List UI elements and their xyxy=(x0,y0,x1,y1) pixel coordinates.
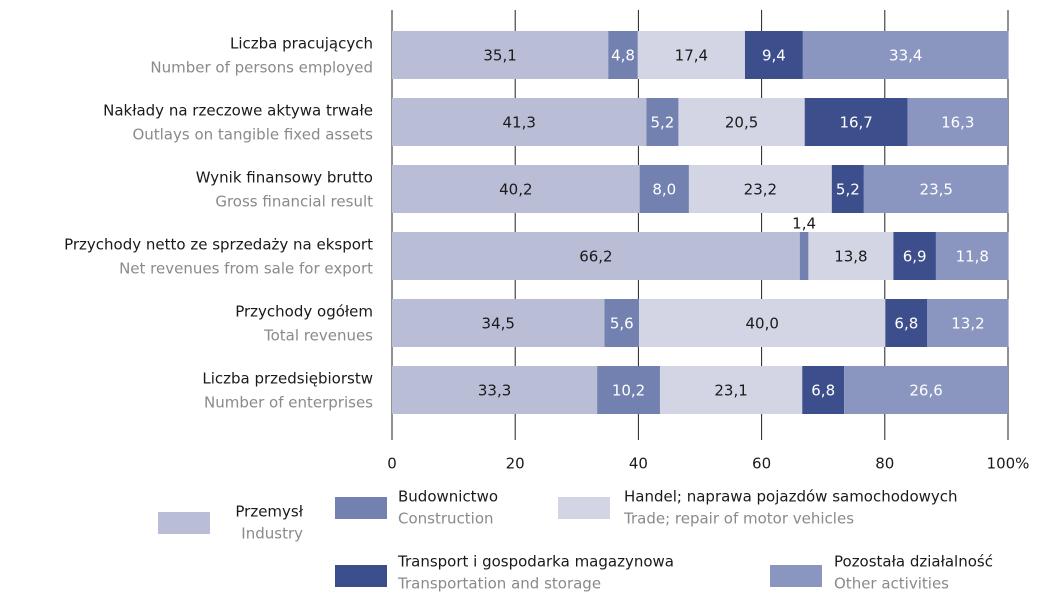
bar-segment xyxy=(744,31,803,79)
bar-segment xyxy=(907,98,1008,146)
category-label: Przychody ogółem xyxy=(235,303,373,321)
legend-swatch xyxy=(335,497,387,519)
bar-segment xyxy=(885,299,928,347)
category-label-en: Gross financial result xyxy=(215,193,373,211)
bar-segment xyxy=(802,366,845,414)
legend-label: Budownictwo xyxy=(398,488,498,506)
value-label: 17,4 xyxy=(675,47,708,65)
category-label-en: Number of enterprises xyxy=(204,394,373,412)
legend-swatch xyxy=(158,512,210,534)
bar-segment xyxy=(392,366,598,414)
x-tick-label: 0 xyxy=(387,455,397,473)
value-label: 8,0 xyxy=(652,181,676,199)
category-label-en: Net revenues from sale for export xyxy=(119,260,373,278)
category-label: Wynik finansowy brutto xyxy=(196,169,373,187)
category-label: Przychody netto ze sprzedaży na eksport xyxy=(64,236,373,254)
bar-segment xyxy=(639,165,689,213)
value-label: 20,5 xyxy=(725,114,758,132)
category-label-en: Total revenues xyxy=(263,327,373,345)
bar-segment xyxy=(831,165,864,213)
bar-segment xyxy=(608,31,638,79)
value-label: 34,5 xyxy=(482,315,515,333)
bar-segment xyxy=(844,366,1008,414)
x-tick-label: 20 xyxy=(506,455,525,473)
bar-segment xyxy=(678,98,805,146)
value-label: 23,2 xyxy=(744,181,777,199)
value-label: 23,1 xyxy=(714,382,747,400)
bar-segment xyxy=(863,165,1009,213)
legend-label: Transport i gospodarka magazynowa xyxy=(397,553,674,571)
bar-segment xyxy=(646,98,679,146)
bar-segment xyxy=(802,31,1009,79)
bar-segment xyxy=(392,232,800,280)
x-tick-label: 80 xyxy=(875,455,894,473)
value-label: 10,2 xyxy=(612,382,645,400)
value-label: 6,8 xyxy=(811,382,835,400)
value-label: 5,6 xyxy=(610,315,634,333)
category-label: Liczba przedsiębiorstw xyxy=(202,370,373,388)
value-label: 40,0 xyxy=(746,315,779,333)
value-label: 6,9 xyxy=(903,248,927,266)
x-tick-label: 40 xyxy=(629,455,648,473)
value-label: 13,2 xyxy=(951,315,984,333)
bar-segment xyxy=(935,232,1009,280)
value-label: 1,4 xyxy=(792,215,816,233)
value-label: 4,8 xyxy=(611,47,635,65)
value-label: 66,2 xyxy=(579,248,612,266)
value-label: 9,4 xyxy=(762,47,786,65)
value-label: 33,3 xyxy=(478,382,511,400)
bar-segment xyxy=(893,232,936,280)
value-label: 35,1 xyxy=(483,47,516,65)
legend-label: Pozostała działalność xyxy=(834,553,993,571)
bar-segment xyxy=(808,232,894,280)
bar-segment xyxy=(597,366,660,414)
legend-swatch xyxy=(558,497,610,519)
x-tick-label: 60 xyxy=(752,455,771,473)
bar-segment xyxy=(799,232,809,280)
legend-swatch xyxy=(770,565,822,587)
category-label: Liczba pracujących xyxy=(230,35,373,53)
legend-label-en: Construction xyxy=(398,510,494,528)
value-label: 41,3 xyxy=(503,114,536,132)
legend-label: Przemysł xyxy=(235,503,303,521)
legend-label-en: Transportation and storage xyxy=(397,575,601,593)
legend-label: Handel; naprawa pojazdów samochodowych xyxy=(624,488,958,506)
legend-swatch xyxy=(335,565,387,587)
value-label: 33,4 xyxy=(889,47,922,65)
value-label: 13,8 xyxy=(834,248,867,266)
bar-segment xyxy=(639,299,886,347)
x-tick-label: 100% xyxy=(987,455,1030,473)
value-label: 5,2 xyxy=(836,181,860,199)
value-label: 5,2 xyxy=(650,114,674,132)
category-label: Nakłady na rzeczowe aktywa trwałe xyxy=(103,102,373,120)
value-label: 26,6 xyxy=(909,382,942,400)
bar-segment xyxy=(392,98,647,146)
value-label: 16,7 xyxy=(839,114,872,132)
bar-segment xyxy=(392,299,605,347)
bar-segment xyxy=(659,366,803,414)
bar-segment xyxy=(637,31,745,79)
legend-label-en: Industry xyxy=(241,525,303,543)
bar-segment xyxy=(804,98,908,146)
value-label: 11,8 xyxy=(956,248,989,266)
category-label-en: Number of persons employed xyxy=(150,59,373,77)
bar-segment xyxy=(392,165,640,213)
bar-segment xyxy=(927,299,1009,347)
legend-label-en: Trade; repair of motor vehicles xyxy=(623,510,854,528)
category-label-en: Outlays on tangible fixed assets xyxy=(132,126,373,144)
bar-segment xyxy=(392,31,609,79)
value-label: 16,3 xyxy=(941,114,974,132)
value-label: 23,5 xyxy=(920,181,953,199)
value-label: 6,8 xyxy=(894,315,918,333)
bar-segment xyxy=(688,165,832,213)
bar-segment xyxy=(604,299,640,347)
value-label: 40,2 xyxy=(499,181,532,199)
legend-label-en: Other activities xyxy=(834,575,949,593)
